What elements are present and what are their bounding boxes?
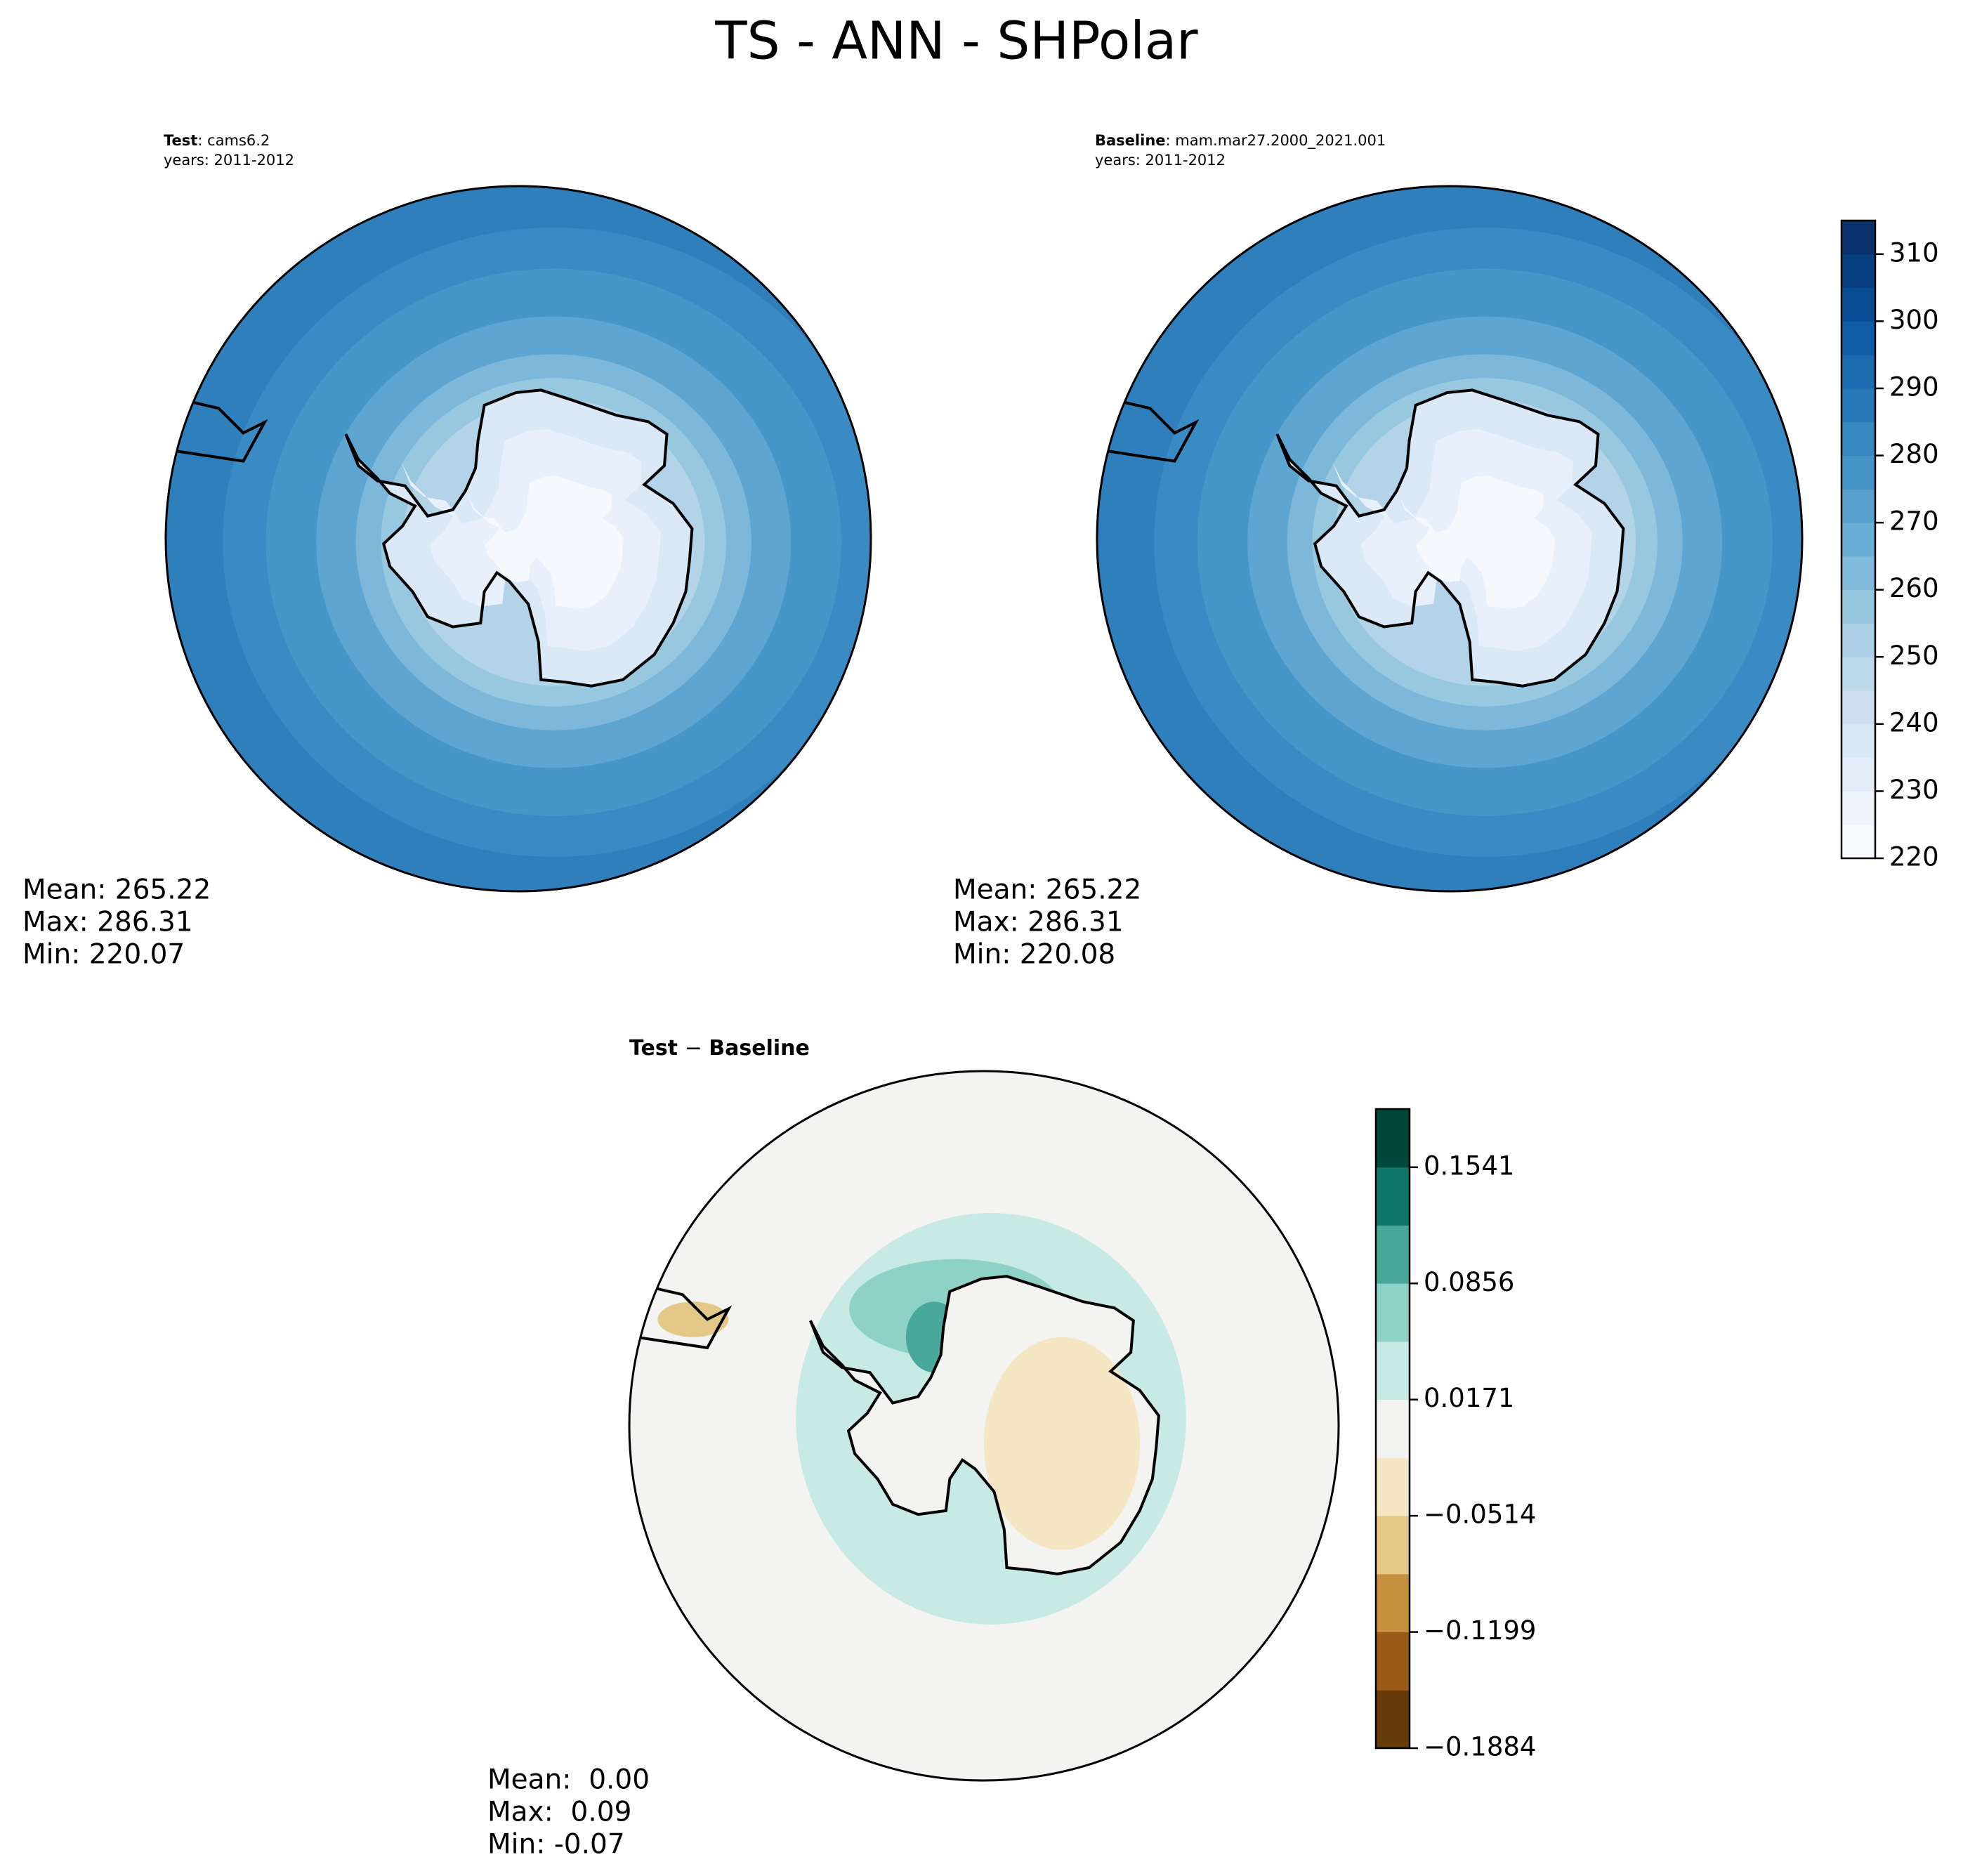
panel-stat: Mean: 0.00 bbox=[487, 1764, 650, 1796]
map-border bbox=[628, 1070, 1340, 1782]
colorbar-band bbox=[1841, 355, 1875, 389]
panel-stat: Min: 220.07 bbox=[22, 939, 185, 971]
colorbar-tick-label: −0.1884 bbox=[1424, 1732, 1536, 1762]
colorbar-tick-label: −0.1199 bbox=[1424, 1615, 1536, 1646]
map-border bbox=[1096, 185, 1804, 893]
colorbar-tick-label: −0.0514 bbox=[1424, 1500, 1536, 1530]
map bbox=[629, 1071, 1339, 1780]
colorbar-tick-label: 270 bbox=[1889, 506, 1939, 537]
colorbar-band bbox=[1841, 421, 1875, 457]
colorbar-frame bbox=[1840, 219, 1877, 860]
colorbar-tick-label: 300 bbox=[1889, 305, 1939, 335]
colorbar-band bbox=[1841, 556, 1875, 591]
colorbar-band bbox=[1841, 791, 1875, 825]
contour bbox=[984, 1337, 1141, 1550]
colorbar-band bbox=[1376, 1225, 1410, 1284]
panel-stat: Min: -0.07 bbox=[487, 1829, 625, 1861]
colorbar-band bbox=[1841, 623, 1875, 657]
continent-core bbox=[468, 475, 624, 609]
caption-part: Test bbox=[629, 1036, 678, 1061]
colorbar-band bbox=[1841, 321, 1875, 355]
colorbar-band bbox=[1841, 757, 1875, 792]
caption-part: Test bbox=[164, 132, 197, 149]
coastline bbox=[1275, 388, 1625, 688]
panel-years: years: 2011-2012 bbox=[164, 152, 294, 169]
colorbar-band bbox=[1841, 589, 1875, 624]
colorbar-band bbox=[1376, 1167, 1410, 1226]
colorbar-tick-label: 240 bbox=[1889, 707, 1939, 737]
colorbar-band bbox=[1376, 1632, 1410, 1691]
caption-part: Baseline bbox=[709, 1036, 810, 1061]
contour bbox=[657, 1301, 729, 1337]
colorbar-band bbox=[1841, 657, 1875, 691]
coastline bbox=[809, 1275, 1160, 1576]
panel-stat: Max: 286.31 bbox=[953, 907, 1124, 938]
panel-years: years: 2011-2012 bbox=[1095, 152, 1226, 169]
panel-stat: Mean: 265.22 bbox=[953, 874, 1141, 906]
colorbar-band bbox=[1841, 287, 1875, 322]
caption-part: : cams6.2 bbox=[197, 132, 270, 149]
colorbar-band bbox=[1376, 1399, 1410, 1458]
colorbar-band bbox=[1376, 1457, 1410, 1516]
colorbar-tick-label: 260 bbox=[1889, 573, 1939, 603]
colorbar-band bbox=[1841, 489, 1875, 523]
colorbar-band bbox=[1841, 221, 1875, 255]
panel-caption: Baseline: mam.mar27.2000_2021.001 bbox=[1095, 132, 1386, 150]
colorbar-band bbox=[1841, 254, 1875, 289]
colorbar-tick-label: 230 bbox=[1889, 775, 1939, 805]
colorbar-band bbox=[1841, 723, 1875, 759]
panel-caption: Test − Baseline bbox=[629, 1036, 810, 1061]
colorbar-tick-label: 310 bbox=[1889, 237, 1939, 268]
colorbar-frame bbox=[1374, 1108, 1411, 1750]
coastline bbox=[636, 1283, 733, 1350]
colorbar-tick-label: 290 bbox=[1889, 372, 1939, 402]
figure-title: TS - ANN - SHPolar bbox=[714, 11, 1198, 72]
colorbar-band bbox=[1376, 1573, 1410, 1633]
coastline bbox=[172, 396, 268, 463]
colorbar-band bbox=[1841, 690, 1875, 725]
colorbar-tick-label: 250 bbox=[1889, 641, 1939, 671]
colorbar-band bbox=[1841, 523, 1875, 557]
caption-part: − bbox=[678, 1036, 709, 1061]
panel-stat: Mean: 265.22 bbox=[22, 874, 211, 906]
caption-part: Baseline bbox=[1095, 132, 1166, 149]
map bbox=[166, 186, 871, 891]
colorbar-tick-label: 0.0856 bbox=[1424, 1267, 1514, 1297]
colorbar-tick-label: 0.0171 bbox=[1424, 1383, 1514, 1413]
coastline bbox=[1103, 396, 1200, 463]
colorbar-tick-label: 0.1541 bbox=[1424, 1150, 1514, 1181]
colorbar-band bbox=[1841, 455, 1875, 490]
colorbar-band bbox=[1376, 1341, 1410, 1401]
colorbar-tick-label: 280 bbox=[1889, 439, 1939, 469]
colorbar-band bbox=[1376, 1690, 1410, 1749]
continent-core bbox=[1399, 475, 1555, 609]
panel-stat: Min: 220.08 bbox=[953, 939, 1115, 971]
colorbar-band bbox=[1376, 1516, 1410, 1575]
caption-part: : mam.mar27.2000_2021.001 bbox=[1166, 132, 1386, 150]
panel-stat: Max: 286.31 bbox=[22, 907, 193, 938]
colorbar-band bbox=[1376, 1109, 1410, 1168]
panel-stat: Max: 0.09 bbox=[487, 1797, 631, 1828]
panel-caption: Test: cams6.2 bbox=[164, 132, 270, 149]
colorbar-band bbox=[1841, 388, 1875, 423]
map-border bbox=[164, 185, 872, 893]
colorbar-band bbox=[1841, 825, 1875, 859]
colorbar-band bbox=[1376, 1283, 1410, 1342]
colorbar-tick-label: 220 bbox=[1889, 842, 1939, 872]
coastline bbox=[344, 388, 694, 688]
map bbox=[1097, 186, 1802, 891]
